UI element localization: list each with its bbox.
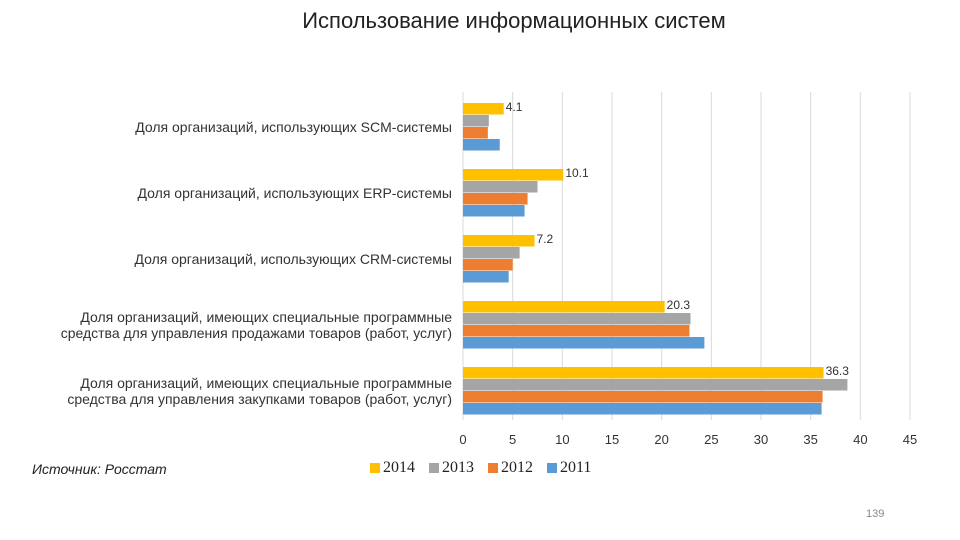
bar-2013-cat-5	[463, 379, 848, 391]
category-label: Доля организаций, использующих ERP-систе…	[12, 185, 452, 201]
bar-2013-cat-4	[463, 313, 691, 325]
x-tick-label: 15	[605, 432, 619, 447]
bar-2012-cat-3	[463, 259, 513, 271]
bar-2014-cat-1	[463, 103, 504, 115]
bar-2012-cat-2	[463, 193, 528, 205]
page-number: 139	[866, 508, 885, 520]
bar-2012-cat-5	[463, 391, 823, 403]
category-label-line: средства для управления продажами товаро…	[60, 325, 452, 341]
chart-legend: 2014 2013 2012 2011	[370, 459, 591, 477]
category-label: Доля организаций, использующих CRM-систе…	[12, 251, 452, 267]
legend-swatch	[370, 463, 380, 473]
bar-2011-cat-4	[463, 337, 705, 349]
legend-item-2013: 2013	[429, 459, 474, 477]
bar-2011-cat-5	[463, 403, 822, 415]
x-tick-label: 45	[903, 432, 917, 447]
category-label-line: Доля организаций, имеющих специальные пр…	[80, 375, 452, 391]
legend-label: 2011	[560, 459, 592, 476]
data-label: 4.1	[506, 100, 523, 114]
legend-label: 2012	[501, 459, 533, 476]
legend-swatch	[429, 463, 439, 473]
category-label-line: Доля организаций, использующих SCM-систе…	[135, 119, 452, 135]
x-tick-label: 30	[754, 432, 768, 447]
x-tick-label: 5	[509, 432, 516, 447]
data-label: 10.1	[565, 166, 589, 180]
bar-2012-cat-4	[463, 325, 690, 337]
source-note: Источник: Росстат	[32, 461, 167, 477]
category-label: Доля организаций, имеющих специальные пр…	[12, 309, 452, 341]
bar-2013-cat-3	[463, 247, 520, 259]
category-label-line: Доля организаций, имеющих специальные пр…	[80, 309, 452, 325]
legend-label: 2014	[383, 459, 415, 476]
category-label-line: Доля организаций, использующих CRM-систе…	[134, 251, 452, 267]
bar-2011-cat-2	[463, 205, 525, 217]
data-label: 7.2	[537, 232, 554, 246]
x-tick-label: 35	[803, 432, 817, 447]
x-tick-label: 25	[704, 432, 718, 447]
legend-label: 2013	[442, 459, 474, 476]
x-tick-label: 0	[459, 432, 466, 447]
bar-2011-cat-3	[463, 271, 509, 283]
chart-title: Использование информационных систем	[302, 8, 726, 33]
category-label: Доля организаций, использующих SCM-систе…	[12, 119, 452, 135]
x-tick-label: 20	[654, 432, 668, 447]
bar-2013-cat-1	[463, 115, 489, 127]
x-tick-label: 10	[555, 432, 569, 447]
category-label: Доля организаций, имеющих специальные пр…	[12, 375, 452, 407]
legend-swatch	[488, 463, 498, 473]
data-label: 36.3	[826, 364, 850, 378]
bar-2011-cat-1	[463, 139, 500, 151]
category-label-line: средства для управления закупками товаро…	[67, 391, 452, 407]
bar-2014-cat-2	[463, 169, 564, 181]
x-tick-label: 40	[853, 432, 867, 447]
bar-2014-cat-4	[463, 301, 665, 313]
legend-swatch	[547, 463, 557, 473]
category-label-line: Доля организаций, использующих ERP-систе…	[137, 185, 452, 201]
bar-2014-cat-5	[463, 367, 824, 379]
bar-2013-cat-2	[463, 181, 538, 193]
legend-item-2012: 2012	[488, 459, 533, 477]
bar-2012-cat-1	[463, 127, 488, 139]
legend-item-2011: 2011	[547, 459, 591, 477]
data-label: 20.3	[667, 298, 691, 312]
bar-2014-cat-3	[463, 235, 535, 247]
legend-item-2014: 2014	[370, 459, 415, 477]
